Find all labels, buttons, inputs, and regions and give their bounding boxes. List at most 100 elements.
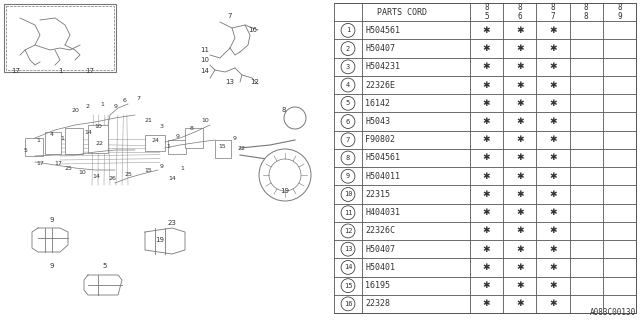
Bar — [334, 3, 636, 313]
Text: ✱: ✱ — [549, 154, 557, 163]
Bar — [25, 138, 43, 156]
Text: ✱: ✱ — [483, 135, 490, 144]
Text: 17: 17 — [36, 161, 44, 166]
Text: ✱: ✱ — [549, 44, 557, 53]
Text: ✱: ✱ — [483, 172, 490, 181]
Text: 16: 16 — [344, 301, 352, 307]
Text: ✱: ✱ — [549, 172, 557, 181]
Text: 15: 15 — [144, 168, 152, 173]
Text: 22326E: 22326E — [365, 81, 395, 90]
Circle shape — [341, 279, 355, 292]
Bar — [88, 125, 108, 153]
Text: 9: 9 — [233, 136, 237, 141]
Text: ✱: ✱ — [549, 245, 557, 254]
Text: ✱: ✱ — [483, 117, 490, 126]
Text: ✱: ✱ — [549, 99, 557, 108]
Text: H504561: H504561 — [365, 26, 400, 35]
Text: H404031: H404031 — [365, 208, 400, 217]
Text: ✱: ✱ — [516, 135, 524, 144]
Text: 9: 9 — [50, 217, 54, 223]
Text: ✱: ✱ — [483, 81, 490, 90]
Circle shape — [341, 115, 355, 128]
Text: 16195: 16195 — [365, 281, 390, 290]
Text: ✱: ✱ — [516, 154, 524, 163]
Text: 11: 11 — [344, 210, 352, 216]
Circle shape — [341, 151, 355, 165]
Text: 8
6: 8 6 — [518, 4, 522, 21]
Text: 1: 1 — [36, 138, 40, 143]
Text: H50407: H50407 — [365, 245, 395, 254]
Text: 1: 1 — [100, 102, 104, 107]
Text: 8
5: 8 5 — [484, 4, 489, 21]
Text: 20: 20 — [71, 108, 79, 113]
Text: ✱: ✱ — [516, 62, 524, 71]
Text: ✱: ✱ — [516, 227, 524, 236]
Text: 7: 7 — [136, 96, 140, 101]
Text: ✱: ✱ — [549, 135, 557, 144]
Text: 5: 5 — [102, 263, 106, 269]
Text: ✱: ✱ — [549, 117, 557, 126]
Text: 13: 13 — [225, 79, 234, 85]
Text: ✱: ✱ — [483, 281, 490, 290]
Text: 22315: 22315 — [365, 190, 390, 199]
Text: H5043: H5043 — [365, 117, 390, 126]
Text: ✱: ✱ — [516, 281, 524, 290]
Text: 12: 12 — [344, 228, 352, 234]
Bar — [145, 135, 165, 151]
Text: ✱: ✱ — [516, 26, 524, 35]
Text: ✱: ✱ — [483, 26, 490, 35]
Text: 5: 5 — [23, 148, 27, 153]
Text: 1: 1 — [60, 136, 64, 141]
Text: ✱: ✱ — [483, 62, 490, 71]
Text: 12: 12 — [250, 79, 259, 85]
Text: 17: 17 — [54, 161, 62, 166]
Text: ✱: ✱ — [483, 227, 490, 236]
Text: PARTS CORD: PARTS CORD — [377, 8, 427, 17]
Circle shape — [341, 297, 355, 311]
Circle shape — [341, 42, 355, 55]
Text: ✱: ✱ — [549, 281, 557, 290]
Circle shape — [341, 60, 355, 74]
Text: 7: 7 — [227, 13, 232, 19]
Text: ✱: ✱ — [516, 81, 524, 90]
Text: A083C00130: A083C00130 — [589, 308, 636, 317]
Text: 23: 23 — [168, 220, 177, 226]
Text: H50407: H50407 — [365, 44, 395, 53]
Text: ✱: ✱ — [483, 263, 490, 272]
Text: 3: 3 — [346, 64, 350, 70]
Text: 11: 11 — [200, 47, 209, 53]
Text: 6: 6 — [123, 98, 127, 103]
Text: 25: 25 — [64, 166, 72, 171]
Text: 22326C: 22326C — [365, 227, 395, 236]
Text: ✱: ✱ — [483, 300, 490, 308]
Text: 19: 19 — [280, 188, 289, 194]
Text: 8
8: 8 8 — [584, 4, 589, 21]
Text: ✱: ✱ — [516, 245, 524, 254]
Text: ✱: ✱ — [516, 99, 524, 108]
Text: 22328: 22328 — [365, 300, 390, 308]
Text: 14: 14 — [84, 130, 92, 135]
Text: F90802: F90802 — [365, 135, 395, 144]
Circle shape — [341, 23, 355, 37]
Text: 4: 4 — [50, 132, 54, 137]
Text: 8: 8 — [346, 155, 350, 161]
Bar — [65, 128, 83, 154]
Circle shape — [341, 133, 355, 147]
Circle shape — [341, 242, 355, 256]
Text: 9: 9 — [176, 134, 180, 139]
Text: 22: 22 — [96, 141, 104, 146]
Text: 16142: 16142 — [365, 99, 390, 108]
Circle shape — [284, 107, 306, 129]
Text: 3: 3 — [160, 124, 164, 129]
Text: ✱: ✱ — [549, 190, 557, 199]
Text: 2: 2 — [86, 104, 90, 109]
Text: 21: 21 — [144, 118, 152, 123]
Text: ✱: ✱ — [549, 263, 557, 272]
Text: 19: 19 — [155, 237, 164, 243]
Text: 2: 2 — [346, 45, 350, 52]
Text: 26: 26 — [108, 176, 116, 181]
Text: ✱: ✱ — [516, 44, 524, 53]
Text: 8
7: 8 7 — [550, 4, 556, 21]
Text: 10: 10 — [344, 191, 352, 197]
Text: 4: 4 — [346, 82, 350, 88]
